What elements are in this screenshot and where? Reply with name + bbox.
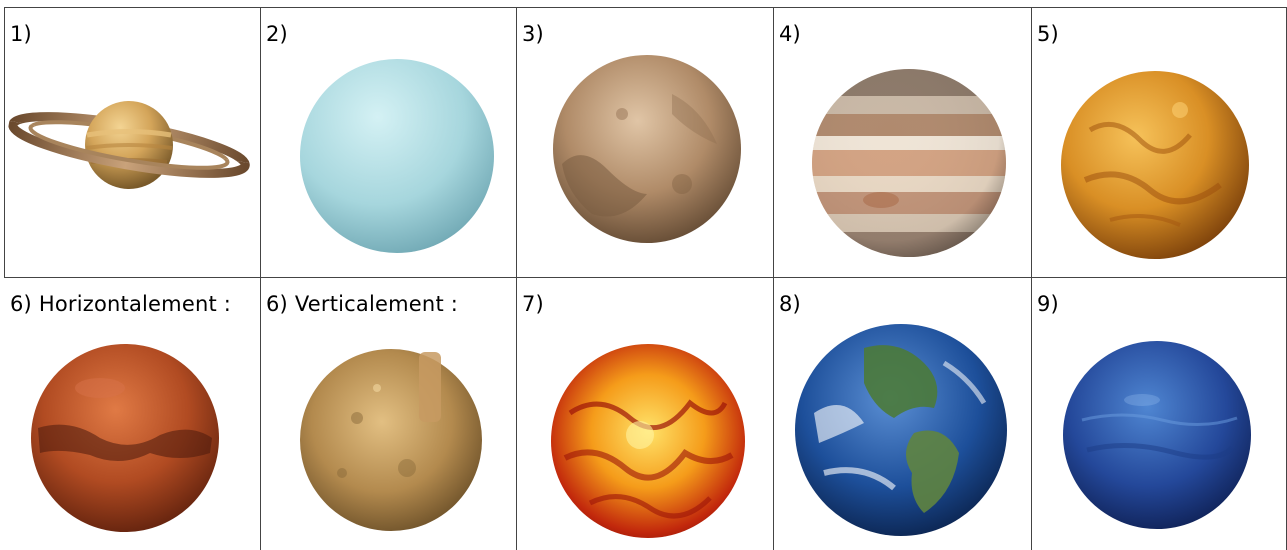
cell-3: 3) — [517, 8, 773, 277]
neptune-icon — [1062, 340, 1252, 530]
pluto-icon — [552, 54, 742, 244]
cell-label: 2) — [266, 22, 288, 46]
cell-4: 4) — [774, 8, 1031, 277]
grid-line-left — [4, 7, 5, 277]
grid-line-col3 — [773, 7, 774, 550]
cell-label: 4) — [779, 22, 801, 46]
grid-line-top — [4, 7, 1287, 8]
cell-9: 9) — [1032, 278, 1286, 550]
grid-line-col1 — [260, 7, 261, 550]
grid-line-col2 — [516, 7, 517, 550]
cell-label: 6) Horizontalement : — [10, 292, 232, 316]
grid-line-middle — [4, 277, 1287, 278]
venus-icon — [1060, 70, 1250, 260]
cell-1: 1) — [5, 8, 260, 277]
cell-2: 2) — [261, 8, 516, 277]
earth-icon — [794, 323, 1009, 538]
cell-6-horizontal: 6) Horizontalement : — [5, 278, 260, 550]
cell-8: 8) — [774, 278, 1031, 550]
cell-label: 7) — [522, 292, 544, 316]
cell-label: 3) — [522, 22, 544, 46]
uranus-icon — [299, 58, 495, 254]
jupiter-icon — [811, 68, 1007, 258]
cell-5: 5) — [1032, 8, 1286, 277]
cell-6-vertical: 6) Verticalement : — [261, 278, 516, 550]
cell-label: 6) Verticalement : — [266, 292, 459, 316]
cell-7: 7) — [517, 278, 773, 550]
cell-label: 1) — [10, 22, 32, 46]
saturn-icon — [7, 90, 252, 200]
mercury-icon — [297, 348, 485, 533]
cell-label: 9) — [1037, 292, 1059, 316]
cell-label: 5) — [1037, 22, 1059, 46]
cell-label: 8) — [779, 292, 801, 316]
grid-line-col4 — [1031, 7, 1032, 550]
sun-icon — [550, 343, 746, 539]
mars-icon — [30, 343, 220, 533]
